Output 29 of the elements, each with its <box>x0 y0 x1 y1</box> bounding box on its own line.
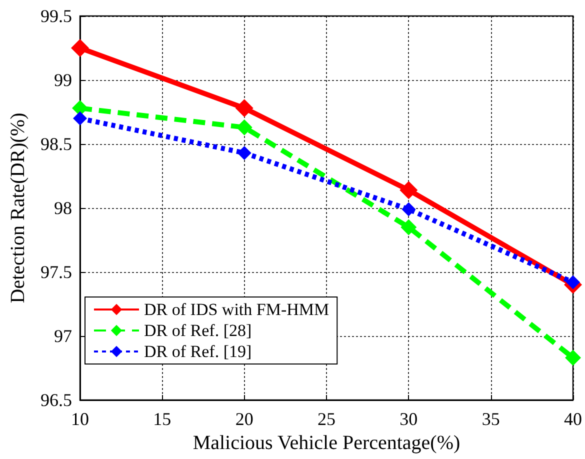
x-tick-label: 15 <box>153 409 172 429</box>
y-tick-label: 98.5 <box>40 134 72 154</box>
point <box>237 146 252 160</box>
y-tick-label: 99 <box>54 70 72 90</box>
point <box>400 181 418 200</box>
x-tick-label: 20 <box>235 409 254 429</box>
y-tick-label: 98 <box>54 198 72 218</box>
point <box>400 219 417 236</box>
point <box>73 111 87 126</box>
x-tick-label: 35 <box>482 409 500 429</box>
y-tick-label: 99.5 <box>40 6 72 26</box>
x-tick-label: 30 <box>400 409 418 429</box>
x-tick-label: 40 <box>564 409 582 429</box>
y-axis-title: Detection Rate(DR)(%) <box>7 112 29 304</box>
point <box>566 275 580 290</box>
x-axis-title: Malicious Vehicle Percentage(%) <box>192 432 460 454</box>
y-tick-label: 97.5 <box>40 262 72 282</box>
y-tick-label: 96.5 <box>40 390 72 410</box>
point <box>565 350 581 366</box>
point <box>235 99 254 118</box>
point <box>402 202 416 216</box>
legend-label: DR of Ref. [28] <box>144 321 252 340</box>
legend-label: DR of IDS with FM-HMM <box>144 300 330 319</box>
legend-label: DR of Ref. [19] <box>144 342 252 361</box>
x-tick-label: 25 <box>318 409 336 429</box>
y-tick-label: 97 <box>54 326 72 346</box>
point <box>71 39 89 57</box>
point <box>236 119 252 136</box>
x-tick-label: 10 <box>71 409 89 429</box>
